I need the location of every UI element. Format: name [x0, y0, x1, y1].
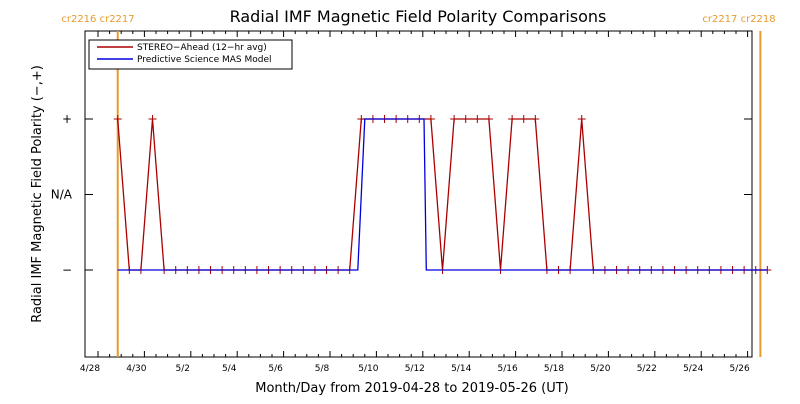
x-tick-label: 5/16: [497, 364, 517, 374]
series-line-mas-model: [117, 118, 768, 271]
carrington-marker-label: cr2216 cr2217: [61, 14, 134, 25]
data-point-marker: [450, 115, 459, 123]
data-point-marker: [148, 115, 157, 123]
x-tick-label: 4/28: [80, 364, 100, 374]
x-tick-label: 5/22: [637, 364, 657, 374]
legend-box: [88, 39, 293, 70]
data-point-marker: [577, 115, 586, 123]
legend: STEREO−Ahead (12−hr avg) Predictive Scien…: [88, 39, 293, 70]
x-tick-label: 5/18: [544, 364, 564, 374]
x-tick-label: 5/8: [315, 364, 330, 374]
data-point-marker: [473, 115, 482, 123]
y-tick-label: −: [62, 263, 72, 277]
data-point-marker: [508, 115, 517, 123]
y-tick-label: +: [62, 112, 72, 126]
plot-frame: [84, 30, 753, 358]
x-tick-label: 5/12: [405, 364, 425, 374]
legend-entry-label: STEREO−Ahead (12−hr avg): [137, 43, 267, 53]
series-line-stereo-ahead: [117, 118, 768, 271]
x-tick-label: 5/2: [176, 364, 190, 374]
data-point-marker: [357, 115, 366, 123]
x-tick-label: 5/26: [729, 364, 749, 374]
x-tick-label: 5/10: [358, 364, 378, 374]
data-point-marker: [484, 115, 493, 123]
data-point-marker: [113, 115, 122, 123]
chart-title: Radial IMF Magnetic Field Polarity Compa…: [230, 7, 607, 26]
y-axis-label: Radial IMF Magnetic Field Polarity (−,+): [30, 65, 45, 323]
x-tick-label: 4/30: [126, 364, 146, 374]
x-tick-label: 5/14: [451, 364, 471, 374]
x-tick-label: 5/20: [590, 364, 610, 374]
x-tick-label: 5/6: [268, 364, 283, 374]
data-point-marker: [426, 115, 435, 123]
x-tick-label: 5/4: [222, 364, 237, 374]
data-point-marker: [531, 115, 540, 123]
carrington-marker-label: cr2217 cr2218: [702, 14, 775, 25]
x-tick-label: 5/24: [683, 364, 703, 374]
data-point-marker: [519, 115, 528, 123]
legend-entry-label: Predictive Science MAS Model: [137, 55, 272, 65]
y-tick-label: N/A: [51, 188, 73, 202]
data-point-marker: [461, 115, 470, 123]
x-axis-label: Month/Day from 2019-04-28 to 2019-05-26 …: [255, 381, 568, 396]
